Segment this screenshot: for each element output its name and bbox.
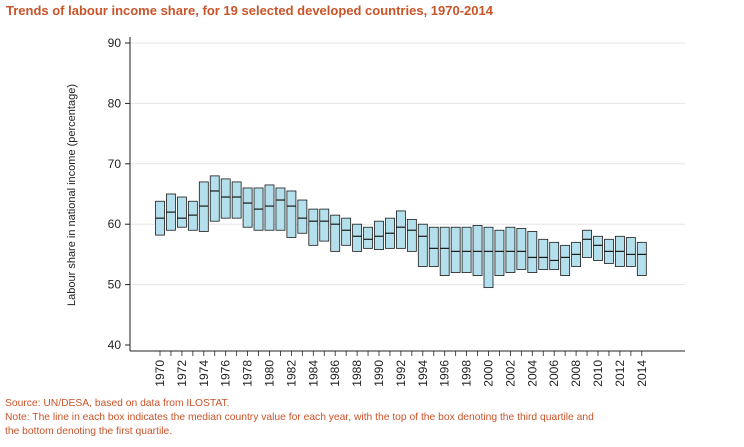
x-tick-label-1988: 1988 <box>350 360 364 387</box>
boxes <box>155 175 647 289</box>
box-1977 <box>231 181 242 219</box>
x-tick-label-1992: 1992 <box>394 360 408 387</box>
box-1986 <box>330 214 341 252</box>
x-tick-label-2014: 2014 <box>635 360 649 387</box>
box-2007 <box>560 244 571 276</box>
boxplot-chart: 40 50 60 70 80 90 1970 1972 1974 1976 1978 1980 198… <box>66 36 685 387</box>
box-2009 <box>582 229 592 258</box>
x-tick-label-1990: 1990 <box>372 360 386 387</box>
x-tick-label-1996: 1996 <box>438 360 452 387</box>
box-2001 <box>494 229 505 276</box>
box-1972 <box>176 196 187 228</box>
x-tick-label-2004: 2004 <box>525 360 539 387</box>
y-tick-label-50: 50 <box>108 278 122 292</box>
y-tick-label-40: 40 <box>108 338 122 352</box>
note-line-2: the bottom denoting the first quartile. <box>5 426 173 437</box>
y-tick-label-70: 70 <box>108 157 122 171</box>
box-2005 <box>538 238 549 270</box>
x-tick-label-1972: 1972 <box>175 360 189 387</box>
box-2014 <box>636 241 647 276</box>
box-1999 <box>472 225 483 276</box>
x-tick-label-1984: 1984 <box>306 360 320 387</box>
x-tick-label-2012: 2012 <box>613 360 627 387</box>
box-2013 <box>625 237 636 267</box>
y-tick-label-90: 90 <box>108 36 122 50</box>
chart-title: Trends of labour income share, for 19 se… <box>6 3 493 18</box>
box-1993 <box>406 218 417 252</box>
x-ticks: 1970 1972 1974 1976 1978 1980 1982 1984 1986 1988… <box>153 351 649 387</box>
box-1978 <box>242 187 253 228</box>
box-1982 <box>286 190 297 238</box>
x-tick-label-2000: 2000 <box>482 360 496 387</box>
box-1985 <box>319 208 330 242</box>
x-tick-label-1974: 1974 <box>197 360 211 387</box>
y-ticks: 40 50 60 70 80 90 <box>108 36 130 352</box>
x-tick-label-1978: 1978 <box>241 360 255 387</box>
y-tick-label-60: 60 <box>108 217 122 231</box>
x-tick-label-1980: 1980 <box>263 360 277 387</box>
box-1987 <box>341 217 352 246</box>
box-1990 <box>374 220 384 250</box>
box-2003 <box>516 228 527 270</box>
x-tick-label-2006: 2006 <box>547 360 561 387</box>
box-1980 <box>264 184 275 231</box>
box-1984 <box>308 208 319 246</box>
box-1988 <box>352 223 363 252</box>
box-2010 <box>593 235 603 261</box>
x-tick-label-1994: 1994 <box>416 360 430 387</box>
x-tick-label-2010: 2010 <box>591 360 605 387</box>
y-axis-title: Labour share in national income (percent… <box>66 84 78 306</box>
x-tick-label-1998: 1998 <box>460 360 474 387</box>
x-tick-label-2008: 2008 <box>569 360 583 387</box>
box-1983 <box>297 199 308 234</box>
y-tick-label-80: 80 <box>108 96 122 110</box>
box-2002 <box>505 226 516 273</box>
box-1989 <box>363 226 373 249</box>
box-2000 <box>483 226 494 289</box>
box-1997 <box>450 226 461 273</box>
box-1974 <box>198 181 209 232</box>
box-1981 <box>275 187 286 231</box>
box-1998 <box>461 226 472 273</box>
x-tick-label-1986: 1986 <box>328 360 342 387</box>
x-tick-label-2002: 2002 <box>503 360 517 387</box>
box-1976 <box>220 178 231 219</box>
box-2006 <box>549 241 560 270</box>
axes <box>129 37 685 352</box>
source-note: Source: UN/DESA, based on data from ILOS… <box>5 398 230 409</box>
box-1973 <box>187 200 198 231</box>
box-1975 <box>209 175 220 222</box>
box-1995 <box>428 226 439 267</box>
box-1996 <box>439 226 450 276</box>
box-1992 <box>395 210 406 249</box>
x-tick-label-1982: 1982 <box>284 360 298 387</box>
x-tick-label-1976: 1976 <box>219 360 233 387</box>
box-2004 <box>527 231 538 273</box>
note-line-1: Note: The line in each box indicates the… <box>5 412 594 423</box>
x-tick-label-1970: 1970 <box>153 360 167 387</box>
box-1994 <box>417 223 428 267</box>
